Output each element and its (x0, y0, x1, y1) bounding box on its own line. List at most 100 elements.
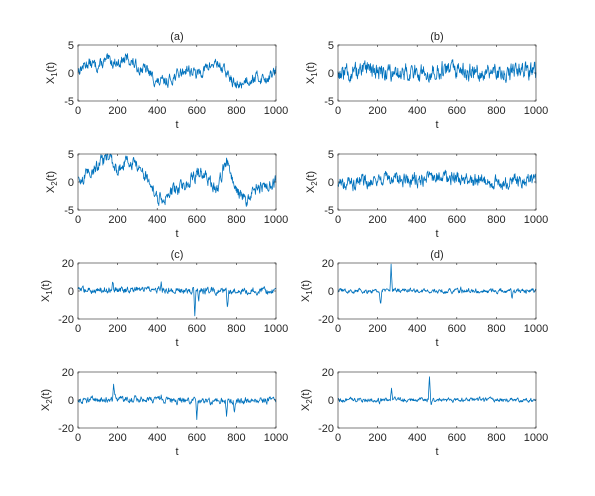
x-tick-label: 600 (188, 323, 206, 335)
panel-title: (d) (430, 249, 443, 261)
x-tick-label: 800 (227, 214, 245, 226)
x-tick-label: 600 (188, 105, 206, 117)
x-tick-label: 200 (368, 214, 386, 226)
y-tick-label: 0 (328, 177, 334, 189)
y-tick-label: -20 (318, 314, 334, 326)
panel-title: (a) (170, 31, 183, 43)
x-axis-label: t (435, 337, 438, 349)
x-tick-label: 0 (335, 105, 341, 117)
x-tick-label: 0 (75, 323, 81, 335)
x-tick-label: 1000 (524, 432, 548, 444)
series-line (337, 59, 537, 83)
x-tick-label: 800 (227, 432, 245, 444)
x-tick-label: 600 (188, 432, 206, 444)
y-tick-label: -5 (324, 96, 334, 108)
y-tick-label: 0 (68, 177, 74, 189)
x-tick-label: 1000 (264, 105, 288, 117)
y-axis-label: X2(t) (45, 171, 59, 193)
y-tick-label: -5 (64, 205, 74, 217)
y-tick-label: -5 (64, 96, 74, 108)
x-tick-label: 400 (148, 432, 166, 444)
x-tick-label: 200 (368, 323, 386, 335)
x-tick-label: 600 (188, 214, 206, 226)
x-tick-label: 800 (487, 105, 505, 117)
y-tick-label: 20 (62, 367, 74, 379)
x-axis-label: t (435, 119, 438, 131)
y-tick-label: -20 (58, 314, 74, 326)
x-axis-label: t (175, 228, 178, 240)
y-axis-label: X2(t) (40, 389, 54, 411)
x-tick-label: 800 (487, 323, 505, 335)
x-tick-label: 1000 (264, 432, 288, 444)
y-tick-label: 20 (62, 258, 74, 270)
x-axis-label: t (435, 446, 438, 458)
x-tick-label: 800 (487, 432, 505, 444)
y-axis-label: X2(t) (305, 171, 319, 193)
x-tick-label: 600 (448, 105, 466, 117)
x-tick-label: 1000 (264, 323, 288, 335)
x-tick-label: 0 (335, 214, 341, 226)
y-tick-label: -20 (318, 423, 334, 435)
x-axis-label: t (175, 446, 178, 458)
series-line (337, 376, 537, 406)
axes-box (77, 44, 277, 102)
x-tick-label: 1000 (524, 323, 548, 335)
panel-title: (b) (430, 31, 443, 43)
x-tick-label: 200 (368, 432, 386, 444)
series-line (77, 53, 277, 89)
y-tick-label: 5 (68, 40, 74, 52)
y-axis-label: X1(t) (40, 280, 54, 302)
x-tick-label: 200 (108, 105, 126, 117)
y-tick-label: 0 (68, 286, 74, 298)
y-tick-label: 5 (328, 40, 334, 52)
x-tick-label: 400 (408, 323, 426, 335)
x-tick-label: 600 (448, 323, 466, 335)
y-axis-label: X1(t) (300, 280, 314, 302)
x-tick-label: 0 (75, 214, 81, 226)
x-tick-label: 600 (448, 214, 466, 226)
x-tick-label: 200 (108, 432, 126, 444)
y-tick-label: 5 (68, 149, 74, 161)
x-tick-label: 400 (408, 105, 426, 117)
x-axis-label: t (175, 337, 178, 349)
x-tick-label: 400 (148, 323, 166, 335)
y-axis-label: X2(t) (300, 389, 314, 411)
series-line (337, 169, 537, 192)
x-tick-label: 1000 (524, 214, 548, 226)
x-tick-label: 600 (448, 432, 466, 444)
x-tick-label: 0 (335, 323, 341, 335)
series-line (337, 263, 537, 304)
y-tick-label: 0 (328, 395, 334, 407)
x-tick-label: 0 (75, 105, 81, 117)
x-axis-label: t (175, 119, 178, 131)
x-tick-label: 0 (335, 432, 341, 444)
x-tick-label: 400 (408, 432, 426, 444)
x-tick-label: 400 (148, 105, 166, 117)
y-tick-label: 5 (328, 149, 334, 161)
y-tick-label: 0 (328, 286, 334, 298)
series-line (77, 383, 277, 421)
series-line (78, 153, 277, 207)
y-tick-label: -5 (324, 205, 334, 217)
series-line (77, 281, 277, 317)
x-tick-label: 800 (227, 323, 245, 335)
x-tick-label: 200 (108, 323, 126, 335)
panel-title: (c) (171, 249, 184, 261)
y-tick-label: 20 (322, 258, 334, 270)
x-tick-label: 800 (227, 105, 245, 117)
y-axis-label: X1(t) (305, 62, 319, 84)
x-tick-label: 1000 (264, 214, 288, 226)
x-tick-label: 400 (408, 214, 426, 226)
x-tick-label: 400 (148, 214, 166, 226)
y-tick-label: 0 (68, 68, 74, 80)
y-tick-label: 0 (68, 395, 74, 407)
x-tick-label: 1000 (524, 105, 548, 117)
